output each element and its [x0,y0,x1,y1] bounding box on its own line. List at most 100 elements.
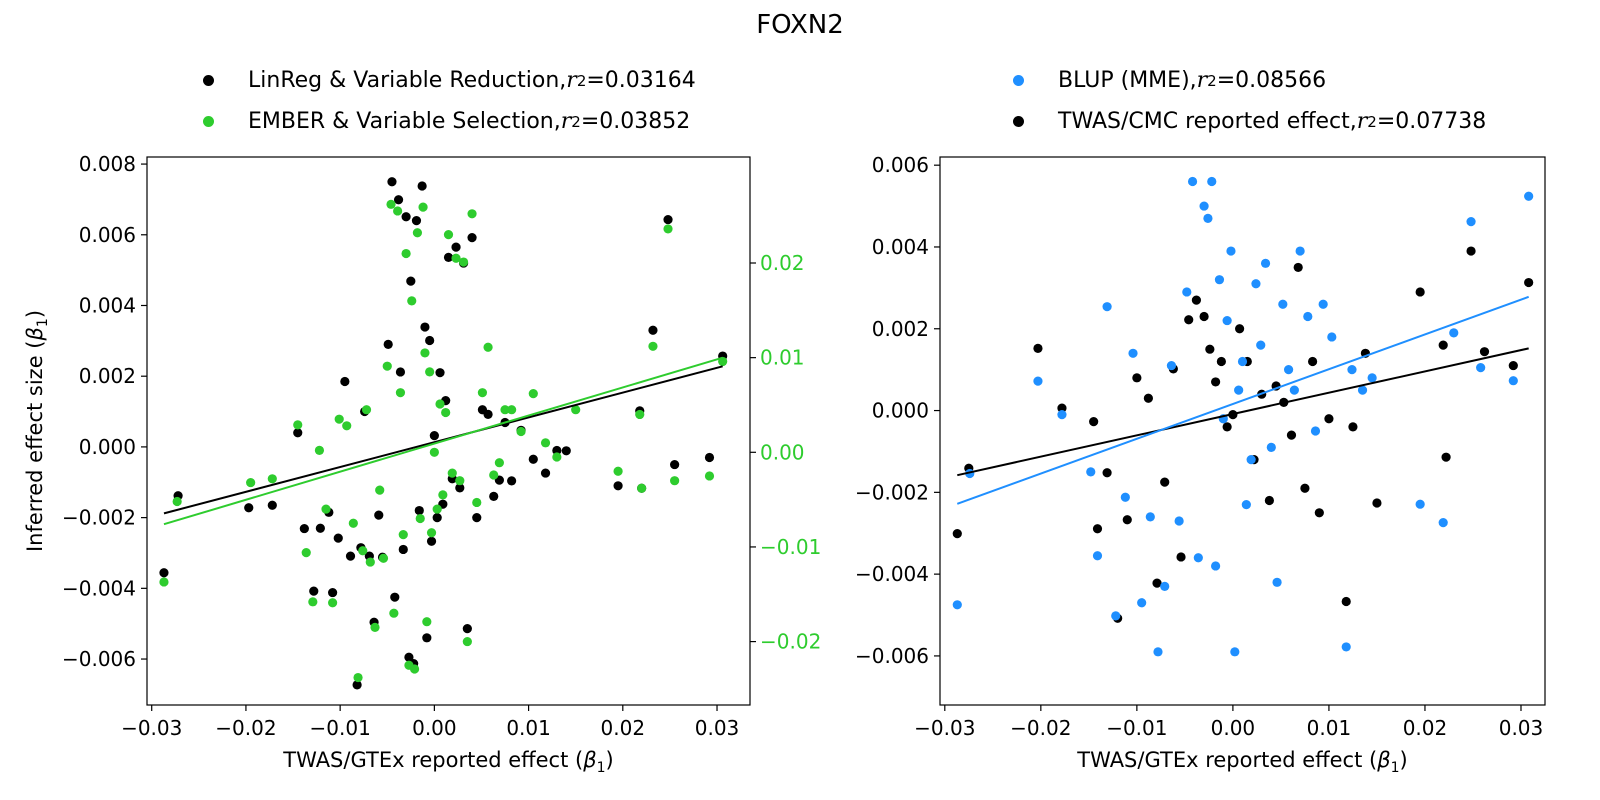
panel2-point-2 [1182,287,1192,297]
panel1-point-1 [432,513,442,523]
panel1-point-1 [663,214,673,225]
panel2-point-1 [1293,262,1303,273]
panel1-point-1 [345,551,356,561]
panel1-point-1 [552,445,562,456]
panel1-point-2 [314,445,325,456]
panel1-point-2 [458,257,469,267]
panel2-y-tick-label: −0.004 [855,562,929,586]
panel1-point-1 [299,523,309,534]
panel1-point-1 [489,491,499,502]
panel2-point-2 [1102,302,1112,312]
panel2-point-2 [1234,385,1244,395]
panel1-point-2 [429,447,439,457]
panel1-point-2 [407,296,417,306]
panel1-point-1 [328,587,338,598]
panel1-point-1 [411,216,422,226]
panel2-point-2 [1222,315,1232,326]
panel2-point-2 [1357,385,1368,395]
panel1-point-2 [172,496,182,507]
panel1-point-2 [378,553,389,563]
panel2-x-tick-label: 0.03 [1499,716,1544,740]
panel1-point-2 [361,405,372,415]
panel1-point-1 [420,322,430,332]
panel1-y-tick-label: 0.008 [79,152,136,176]
panel1-point-2 [422,617,432,627]
panel1-point-2 [398,530,408,540]
panel1-point-1 [483,409,493,419]
panel1-point-2 [393,206,403,216]
panel1-y2-tick-label: −0.02 [760,630,821,654]
panel2-point-1 [1308,356,1318,367]
panel1-point-2 [467,209,477,219]
panel1-point-2 [301,548,311,558]
panel1-point-1 [406,276,416,286]
panel1-point-2 [159,577,169,587]
panel2-point-1 [1191,295,1202,305]
panel1-point-1 [435,368,445,378]
panel1-point-2 [409,664,420,674]
panel1-point-2 [267,474,277,484]
panel2-point-1 [1199,311,1209,322]
panel1-point-1 [462,624,472,634]
panel1-point-1 [333,533,343,543]
panel1-point-2 [365,557,375,567]
panel1-x-tick-label: 0.01 [506,716,551,740]
panel2-point-1 [1341,596,1351,607]
panel2-x-tick-label: −0.03 [914,716,975,740]
right-legend-r2-value-0: =0.08566 [1216,67,1327,93]
panel2-point-1 [1057,403,1067,413]
panel2-point-1 [1222,422,1232,432]
panel1-point-2 [704,471,715,481]
panel1-point-2 [395,388,406,398]
panel2-point-2 [1327,332,1337,342]
left-legend-entry-1: EMBER & Variable Selection, r 2 =0.03852 [200,101,696,142]
panel2-point-2 [1367,373,1377,383]
panel2-point-1 [1092,524,1103,534]
panel1-point-1 [387,177,397,187]
panel1-point-1 [613,481,623,491]
panel2-point-2 [1449,328,1459,338]
panel2-point-2 [1145,512,1155,522]
panel1-point-2 [328,598,338,608]
panel2-point-2 [1260,258,1271,268]
panel2-point-2 [1438,518,1448,528]
panel1-point-1 [267,500,277,510]
panel2-point-2 [1214,275,1225,285]
panel1-point-1 [561,446,571,456]
panel1-point-2 [382,361,392,371]
panel2-point-2 [1283,365,1294,375]
panel2-point-1 [1122,515,1132,525]
panel2-point-1 [1205,344,1215,354]
panel2-point-1 [1508,360,1518,371]
left-legend-r2-value-0: =0.03164 [586,67,696,93]
panel1-point-1 [472,513,482,523]
panel1-point-1 [443,252,454,263]
panel1-point-1 [159,568,169,578]
panel1-point-2 [389,608,399,618]
right-legend-entry-0: BLUP (MME), r 2 =0.08566 [1010,60,1486,101]
panel2-point-2 [1174,516,1184,526]
panel2-point-2 [1289,385,1299,395]
panel2-point-2 [1092,551,1103,561]
panel1-point-2 [670,476,680,486]
panel1-point-2 [447,468,457,478]
panel1-point-2 [432,504,442,514]
panel2-point-2 [1193,553,1203,563]
panel1-x-axis-label: TWAS/GTEx reported effect (β1) [282,748,614,776]
panel1-point-2 [412,228,423,238]
panel1-point-2 [451,253,461,263]
panel1-point-1 [309,586,319,596]
left-legend-r2-value-1: =0.03852 [580,108,691,134]
panel1-point-2 [635,409,645,420]
panel2-point-2 [1310,426,1321,436]
panel1-x-tick-label: −0.01 [310,716,371,740]
panel2-point-2 [1033,376,1043,386]
right-legend-marker-1 [1013,116,1024,127]
right-legend: BLUP (MME), r 2 =0.08566 TWAS/CMC reported … [1010,60,1486,142]
panel2-point-1 [1479,347,1490,357]
panel1-point-2 [321,504,331,514]
panel1-point-1 [426,536,437,546]
panel2-point-2 [1166,360,1177,371]
panel1-x-tick-label: −0.02 [215,716,276,740]
panel1-y-tick-label: −0.006 [62,647,136,671]
